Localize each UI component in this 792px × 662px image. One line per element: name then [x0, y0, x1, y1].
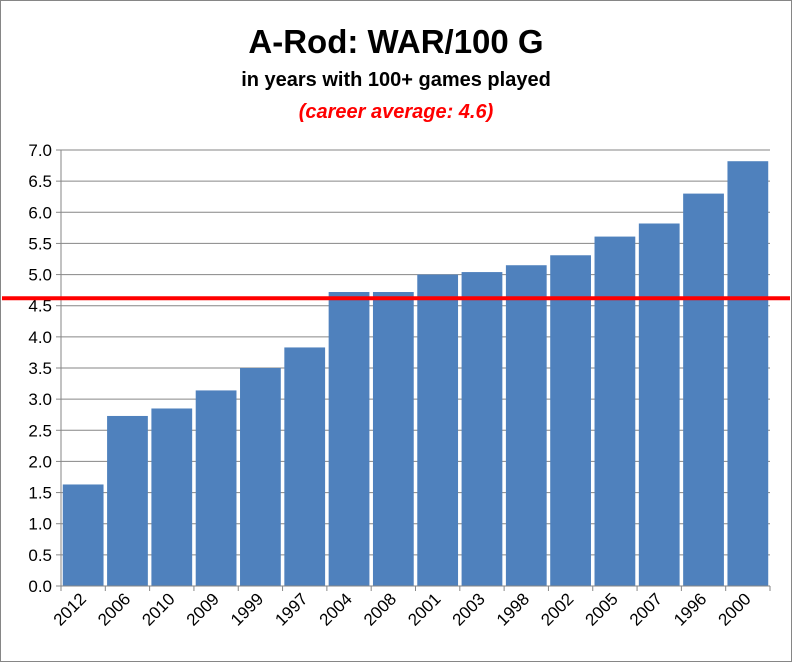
- bar-2010: [151, 408, 193, 586]
- y-tick-label: 6.0: [28, 203, 52, 222]
- x-axis-ticks: 2012 2006 2010 2009 1999 1997 2004 2008 2001 2003…: [50, 586, 771, 630]
- y-tick-label: 6.5: [28, 172, 52, 191]
- bar-2005: [594, 236, 636, 586]
- bar-1999: [240, 368, 281, 586]
- x-tick-label: 2004: [316, 589, 356, 629]
- y-tick-label: 2.0: [28, 452, 52, 471]
- x-tick-label: 2000: [714, 589, 754, 629]
- chart-annotation: (career average: 4.6): [299, 101, 494, 123]
- y-tick-label: 0.0: [28, 577, 52, 596]
- bar-1996: [683, 193, 724, 586]
- x-tick-label: 1997: [271, 589, 311, 629]
- bar-2006: [107, 415, 148, 586]
- y-tick-label: 7.0: [28, 141, 52, 160]
- y-tick-label: 2.5: [28, 421, 52, 440]
- bar-2001: [417, 274, 459, 586]
- chart-subtitle: in years with 100+ games played: [241, 69, 551, 91]
- x-tick-label: 2009: [183, 589, 223, 629]
- y-tick-label: 4.0: [28, 328, 52, 347]
- bar-2008: [372, 292, 414, 586]
- bar-2000: [727, 161, 769, 586]
- x-tick-label: 2008: [360, 589, 400, 629]
- y-tick-label: 4.5: [28, 297, 52, 316]
- y-axis-ticks: 0.0 0.5 1.0 1.5 2.0 2.5 3.0 3.5 4.0 4.5 5.0 5.5 6.0 6…: [28, 141, 61, 596]
- bar-2004: [328, 292, 370, 586]
- bar-2012: [62, 484, 104, 586]
- bar-2003: [461, 272, 503, 586]
- x-tick-label: 2002: [537, 589, 577, 629]
- bars: [62, 161, 769, 587]
- y-tick-label: 3.0: [28, 390, 52, 409]
- x-tick-label: 2010: [138, 589, 178, 629]
- y-tick-label: 1.5: [28, 484, 52, 503]
- x-tick-label: 1998: [493, 589, 533, 629]
- bar-2009: [195, 390, 237, 586]
- x-tick-label: 2006: [94, 589, 134, 629]
- x-tick-label: 2001: [404, 589, 444, 629]
- x-tick-label: 2003: [449, 589, 489, 629]
- y-tick-label: 3.5: [28, 359, 52, 378]
- bar-1998: [505, 265, 547, 586]
- x-tick-label: 2005: [582, 589, 622, 629]
- x-tick-label: 1996: [670, 589, 710, 629]
- bar-2007: [638, 223, 680, 587]
- x-tick-label: 2007: [626, 589, 666, 629]
- bar-2002: [550, 255, 591, 586]
- chart-title: A-Rod: WAR/100 G: [248, 23, 543, 60]
- x-tick-label: 2012: [50, 589, 90, 629]
- y-tick-label: 5.0: [28, 266, 52, 285]
- y-tick-label: 1.0: [28, 515, 52, 534]
- y-tick-label: 5.5: [28, 234, 52, 253]
- bar-1997: [284, 347, 326, 586]
- x-tick-label: 1999: [227, 589, 267, 629]
- y-tick-label: 0.5: [28, 546, 52, 565]
